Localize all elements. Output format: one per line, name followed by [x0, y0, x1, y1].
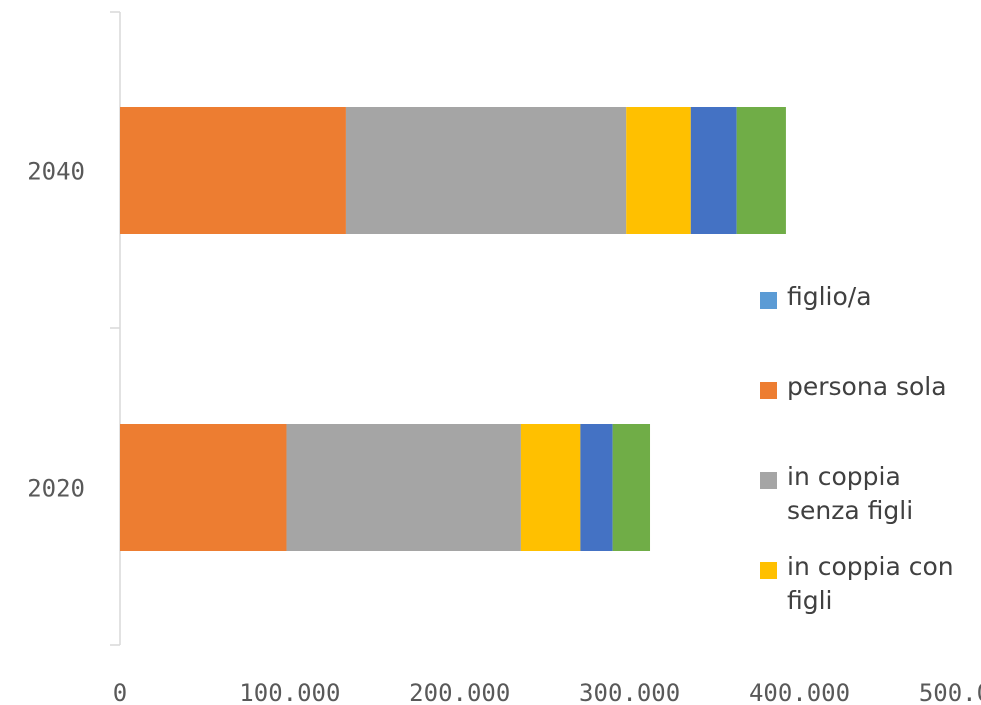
legend-label: figlio/a [787, 282, 872, 311]
x-tick-label: 500.000 [919, 679, 981, 705]
bar-2020-segment-0 [120, 424, 287, 551]
legend-item: figlio/a [760, 280, 872, 314]
y-tick-label-2020: 2020 [27, 475, 85, 503]
bar-2040-segment-2 [626, 107, 691, 234]
legend-label: in coppia senza figli [787, 462, 914, 525]
bar-2040-segment-1 [345, 107, 627, 234]
bar-2020-segment-2 [520, 424, 581, 551]
legend-swatch [760, 472, 777, 489]
bar-2020-segment-3 [580, 424, 613, 551]
legend-swatch [760, 562, 777, 579]
x-tick-label: 400.000 [749, 679, 850, 705]
x-tick-label: 100.000 [239, 679, 340, 705]
bar-2040-segment-3 [690, 107, 737, 234]
legend-label: in coppia con figli [787, 552, 954, 615]
legend-label: persona sola [787, 372, 947, 401]
y-tick-label-2040: 2040 [27, 158, 85, 186]
legend-swatch [760, 292, 777, 309]
bar-2020-segment-4 [612, 424, 651, 551]
bar-2040-segment-4 [736, 107, 786, 234]
legend-item: persona sola [760, 370, 947, 404]
x-tick-label: 0 [113, 679, 127, 705]
x-tick-label: 200.000 [409, 679, 510, 705]
x-tick-label: 300.000 [579, 679, 680, 705]
bar-2020-segment-1 [286, 424, 521, 551]
legend-item: in coppia con figli [760, 550, 981, 618]
bar-2040-segment-0 [120, 107, 346, 234]
legend-swatch [760, 382, 777, 399]
legend-item: in coppia senza figli [760, 460, 981, 528]
